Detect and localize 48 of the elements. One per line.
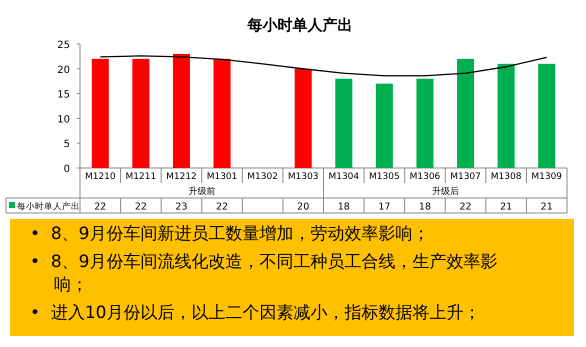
bar <box>376 84 393 168</box>
legend-label: 每小时单人产出 <box>17 201 80 212</box>
text: • 进入10月份以后，以上二个因素减小，指标数据将上升； <box>30 302 482 325</box>
bar <box>416 78 434 168</box>
line-series <box>100 55 548 76</box>
bar <box>172 54 190 168</box>
x-tick-label: M1302 <box>247 172 278 182</box>
x-tick-label: M1212 <box>166 172 197 182</box>
bar <box>538 64 556 168</box>
text: • 8、9月份车间流线化改造，不同工种员工合线，生产效率影响； <box>30 251 498 297</box>
data-label: 17 <box>378 202 390 212</box>
y-tick-label: 25 <box>57 40 70 51</box>
bar <box>132 58 150 168</box>
bar <box>498 64 515 168</box>
data-label: 23 <box>175 202 188 212</box>
text: 升级前 <box>188 186 216 197</box>
x-tick-label: M1303 <box>288 172 319 182</box>
bar <box>457 58 474 168</box>
x-tick-label: M1306 <box>410 172 441 182</box>
data-label: 18 <box>338 202 350 212</box>
data-label: 21 <box>540 202 553 212</box>
data-label: 20 <box>297 202 310 212</box>
x-tick-label: M1309 <box>531 172 562 182</box>
bar <box>92 58 109 168</box>
data-label: 22 <box>134 202 147 212</box>
chart-title: 每小时单人产出 <box>246 16 352 34</box>
data-label: 18 <box>418 202 432 212</box>
data-label: 22 <box>459 202 472 212</box>
x-tick-label: M1305 <box>369 172 400 182</box>
y-tick-label: 20 <box>57 64 70 76</box>
y-tick-label: 0 <box>64 164 70 175</box>
bar <box>335 78 352 168</box>
x-tick-label: M1210 <box>84 172 116 182</box>
data-label: 21 <box>500 202 512 212</box>
text: 升级后 <box>432 186 459 197</box>
y-tick-label: 5 <box>64 139 70 150</box>
x-tick-label: M1308 <box>490 172 522 182</box>
y-tick-label: 10 <box>57 114 70 126</box>
y-tick-label: 15 <box>57 90 70 101</box>
x-tick-label: M1301 <box>206 172 238 182</box>
x-tick-label: M1211 <box>126 172 156 182</box>
bar <box>294 68 312 168</box>
bar <box>214 58 231 168</box>
text: • 8、9月份车间新进员工数量增加，劳动效率影响； <box>30 223 430 246</box>
x-tick-label: M1307 <box>450 172 481 182</box>
x-tick-label: M1304 <box>328 172 360 182</box>
data-label: 22 <box>94 202 106 212</box>
data-label: 22 <box>216 202 228 212</box>
